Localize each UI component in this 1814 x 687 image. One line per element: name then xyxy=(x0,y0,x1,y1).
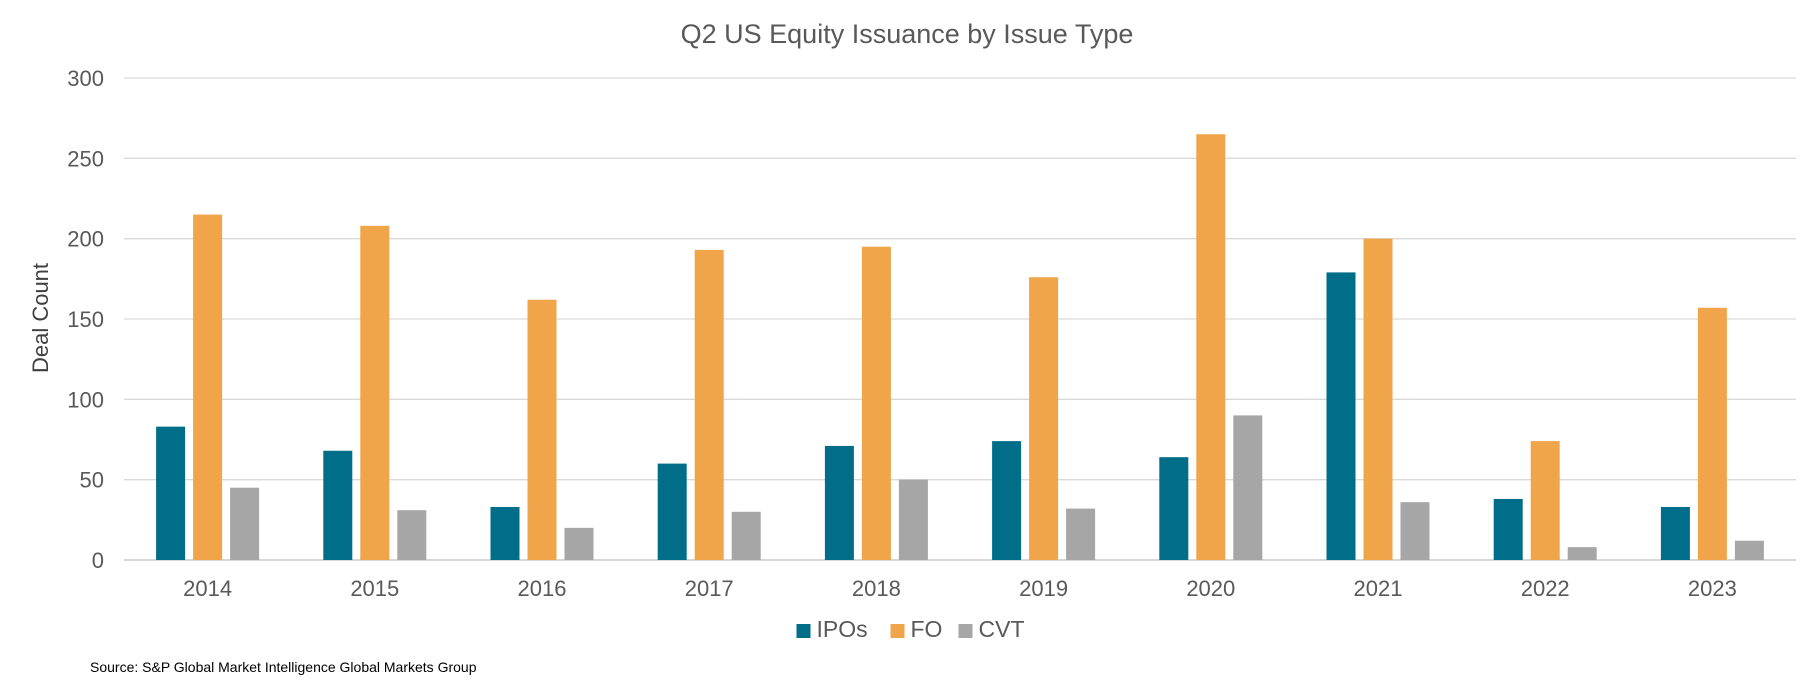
bar-fo-2015 xyxy=(360,225,390,560)
bar-fo-2022 xyxy=(1530,441,1560,560)
legend-swatch-cvt xyxy=(958,624,973,638)
y-tick-label: 100 xyxy=(67,387,104,412)
legend-swatch-ipos xyxy=(796,624,811,638)
bar-cvt-2015 xyxy=(397,510,427,560)
bar-fo-2016 xyxy=(527,299,557,560)
x-tick-label: 2020 xyxy=(1186,576,1235,601)
legend-label-fo: FO xyxy=(911,616,943,642)
bar-ipos-2017 xyxy=(657,463,687,560)
y-tick-label: 300 xyxy=(67,66,104,91)
bar-fo-2023 xyxy=(1697,307,1727,560)
source-note: Source: S&P Global Market Intelligence G… xyxy=(90,659,477,675)
y-axis-label: Deal Count xyxy=(28,263,53,373)
bar-fo-2019 xyxy=(1029,277,1059,560)
bar-ipos-2018 xyxy=(824,445,854,560)
bar-ipos-2020 xyxy=(1159,457,1189,560)
y-tick-label: 200 xyxy=(67,227,104,252)
x-tick-label: 2023 xyxy=(1688,576,1737,601)
x-tick-label: 2022 xyxy=(1521,576,1570,601)
bar-ipos-2023 xyxy=(1660,506,1690,560)
y-axis-ticks: 0 50 100 150 200 250 300 xyxy=(67,66,104,573)
x-tick-label: 2018 xyxy=(852,576,901,601)
legend-label-ipos: IPOs xyxy=(817,616,868,642)
y-tick-label: 250 xyxy=(67,146,104,171)
chart-title: Q2 US Equity Issuance by Issue Type xyxy=(681,19,1134,49)
legend-label-cvt: CVT xyxy=(979,616,1025,642)
bar-fo-2014 xyxy=(193,214,223,561)
bar-cvt-2018 xyxy=(898,479,928,560)
bar-cvt-2020 xyxy=(1233,415,1263,560)
bar-ipos-2022 xyxy=(1493,498,1523,560)
y-tick-label: 0 xyxy=(92,548,104,573)
bar-cvt-2017 xyxy=(731,511,761,560)
legend: IPOs FO CVT xyxy=(796,616,1025,642)
bar-ipos-2021 xyxy=(1326,272,1356,560)
bar-fo-2017 xyxy=(694,249,724,560)
x-tick-label: 2017 xyxy=(685,576,734,601)
bars xyxy=(156,134,1764,561)
bar-fo-2018 xyxy=(861,246,891,560)
bar-fo-2021 xyxy=(1363,238,1393,560)
bar-ipos-2016 xyxy=(490,506,520,560)
x-tick-label: 2016 xyxy=(518,576,567,601)
legend-swatch-fo xyxy=(890,624,905,638)
x-tick-label: 2015 xyxy=(350,576,399,601)
y-tick-label: 50 xyxy=(80,468,104,493)
bar-cvt-2022 xyxy=(1567,547,1597,560)
bar-cvt-2021 xyxy=(1400,502,1430,560)
x-tick-label: 2014 xyxy=(183,576,232,601)
x-tick-label: 2019 xyxy=(1019,576,1068,601)
bar-ipos-2019 xyxy=(992,441,1022,560)
y-tick-label: 150 xyxy=(67,307,104,332)
bar-cvt-2023 xyxy=(1734,540,1764,560)
bar-cvt-2019 xyxy=(1066,508,1096,560)
gridlines xyxy=(124,77,1796,561)
x-axis-ticks: 2014 2015 2016 2017 2018 2019 2020 2021 2022 2023 xyxy=(183,576,1737,601)
bar-cvt-2014 xyxy=(230,487,260,560)
bar-ipos-2014 xyxy=(156,426,186,560)
bar-cvt-2016 xyxy=(564,527,594,560)
bar-fo-2020 xyxy=(1196,134,1226,560)
bar-ipos-2015 xyxy=(323,450,353,560)
x-tick-label: 2021 xyxy=(1354,576,1403,601)
